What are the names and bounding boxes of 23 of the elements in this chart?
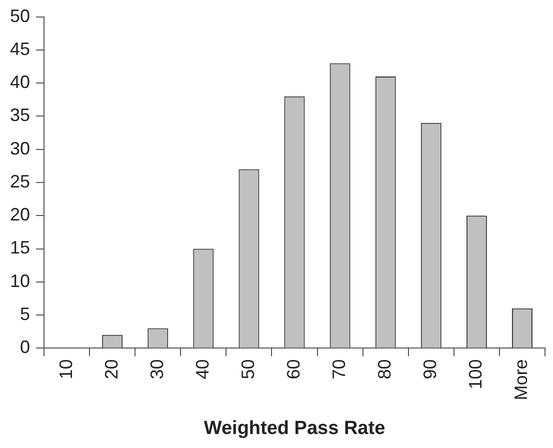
x-tick-label: More <box>511 359 532 400</box>
y-tick-label: 30 <box>10 138 30 158</box>
y-tick-label: 35 <box>10 105 30 126</box>
x-tick-label: 100 <box>466 359 486 390</box>
y-tick-label: 45 <box>10 38 30 59</box>
y-tick-label: 40 <box>10 72 30 92</box>
x-tick-label: 50 <box>238 359 258 380</box>
x-tick-label: 70 <box>329 359 350 380</box>
y-tick-label: 25 <box>10 171 30 192</box>
x-tick-label: 40 <box>192 359 212 380</box>
x-tick-label: 20 <box>101 359 122 380</box>
y-tick-label: 0 <box>20 337 30 358</box>
x-tick-label: 60 <box>283 359 304 380</box>
x-tick-label: 10 <box>56 359 76 380</box>
y-tick-label: 5 <box>20 304 30 324</box>
y-tick-label: 15 <box>10 238 30 258</box>
y-tick-label: 10 <box>10 270 30 291</box>
x-axis-title: Weighted Pass Rate <box>204 418 386 439</box>
x-tick-label: 90 <box>420 359 440 380</box>
y-tick-label: 50 <box>10 6 30 26</box>
x-tick-label: 30 <box>146 359 167 380</box>
y-tick-label: 20 <box>10 204 30 225</box>
x-tick-label: 80 <box>374 359 395 380</box>
